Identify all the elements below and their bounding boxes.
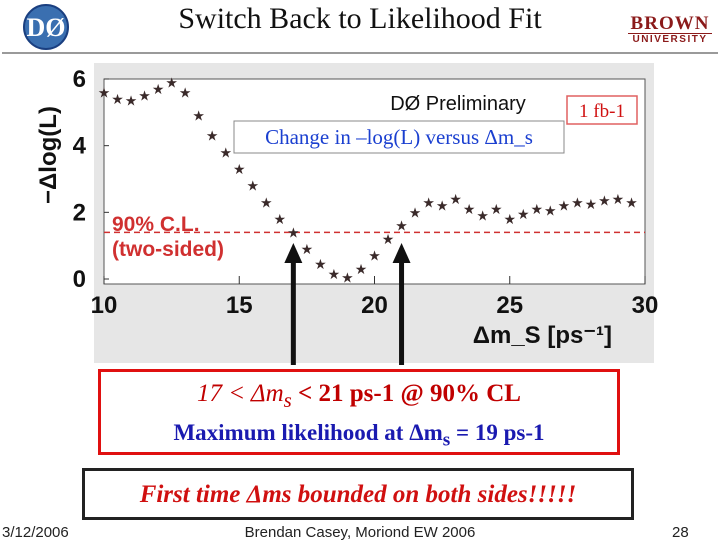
y-tick-label: 0 xyxy=(73,266,86,293)
luminosity-box xyxy=(566,95,638,125)
cl-arrow-head xyxy=(284,243,303,263)
data-point: ★ xyxy=(544,204,557,220)
slide-title: Switch Back to Likelihood Fit xyxy=(178,2,542,35)
x-tick-label: 20 xyxy=(361,292,388,319)
x-tick-label: 30 xyxy=(632,292,659,319)
data-point: ★ xyxy=(152,82,165,98)
d0-logo: DØ xyxy=(2,2,90,52)
bounded-callout-box: First time Δms bounded on both sides!!!!… xyxy=(82,468,634,520)
chart-title-box xyxy=(233,120,565,154)
d0-logo-text: DØ xyxy=(27,13,66,42)
max-likelihood-text: Maximum likelihood at Δms = 19 ps-1 xyxy=(173,420,545,451)
cl-callout-box: 17 < Δms < 21 ps-1 @ 90% CL Maximum like… xyxy=(98,369,620,455)
series-points-group: ★ ★ ★ ★ ★ ★★★★★★★★★★★★★ ★★★★★★★ ★ ★★ ★ ★★ ★ ★ ★ ★ ★ ★ ★ ★ ★ xyxy=(98,75,638,286)
y-tick-label: 6 xyxy=(73,66,86,93)
likelihood-chart: ★ ★ ★ ★ ★ ★★★★★★★★★★★★★ ★★★★★★★ ★ ★★ ★ ★★ ★ ★ ★ ★ ★ ★ ★ ★ ★… xyxy=(35,63,659,365)
preliminary-label: DØ Preliminary xyxy=(390,93,526,115)
data-point: ★ xyxy=(233,162,246,178)
data-point: ★ xyxy=(558,199,571,215)
footer-author: Brendan Casey, Moriond EW 2006 xyxy=(244,524,476,541)
data-point: ★ xyxy=(625,195,638,211)
data-point: ★ xyxy=(395,219,408,235)
data-point: ★ xyxy=(260,195,273,211)
data-point: ★ xyxy=(422,195,435,211)
title-divider xyxy=(2,52,718,54)
data-point: ★ xyxy=(531,202,544,218)
data-point: ★ xyxy=(287,225,300,241)
data-point: ★ xyxy=(138,89,151,105)
data-point: ★ xyxy=(436,199,449,215)
data-point: ★ xyxy=(517,207,530,223)
y-tick-label: 2 xyxy=(73,199,86,226)
brown-logo-line2: UNIVERSITY xyxy=(628,33,712,45)
data-point: ★ xyxy=(612,192,625,208)
data-point: ★ xyxy=(341,270,354,286)
data-point: ★ xyxy=(368,249,381,265)
y-axis-label: −Δlog(L) xyxy=(35,106,62,204)
data-point: ★ xyxy=(192,109,205,125)
data-point: ★ xyxy=(98,85,111,101)
tick-marks-group: 10 15 20 25 30 0 2 4 6 xyxy=(73,66,659,319)
cl-arrow-head xyxy=(392,243,411,263)
data-point: ★ xyxy=(463,202,476,218)
data-point: ★ xyxy=(274,212,287,228)
x-tick-label: 15 xyxy=(226,292,253,319)
chart-title: Change in –log(L) versus Δm_s xyxy=(265,125,533,149)
y-tick-label: 4 xyxy=(73,133,87,160)
preliminary-box xyxy=(372,89,544,117)
data-point: ★ xyxy=(301,242,314,258)
data-point: ★ xyxy=(125,94,138,110)
footer-page-number: 28 xyxy=(672,524,689,541)
data-point: ★ xyxy=(571,195,584,211)
data-point: ★ xyxy=(490,202,503,218)
footer-date: 3/12/2006 xyxy=(2,524,69,541)
data-point: ★ xyxy=(585,197,598,213)
cl-arrows-group xyxy=(284,243,411,365)
brown-university-logo: BROWN UNIVERSITY xyxy=(622,14,718,48)
data-point: ★ xyxy=(382,232,395,248)
cl-sublabel: (two-sided) xyxy=(112,238,224,261)
data-point: ★ xyxy=(503,212,516,228)
cl-label: 90% C.L. xyxy=(112,213,200,236)
data-point: ★ xyxy=(598,194,611,210)
data-point: ★ xyxy=(409,205,422,221)
data-point: ★ xyxy=(246,179,259,195)
luminosity-label: 1 fb-1 xyxy=(579,101,625,122)
data-point: ★ xyxy=(328,267,341,283)
cl-range-text: 17 < Δms < 21 ps-1 @ 90% CL xyxy=(197,380,521,412)
x-tick-label: 25 xyxy=(496,292,523,319)
data-point: ★ xyxy=(314,257,327,273)
data-point: ★ xyxy=(206,129,219,145)
data-point: ★ xyxy=(355,262,368,278)
data-point: ★ xyxy=(111,92,124,108)
bounded-text: First time Δms bounded on both sides!!!!… xyxy=(139,481,577,508)
data-point: ★ xyxy=(179,85,192,101)
data-point: ★ xyxy=(219,145,232,161)
x-tick-label: 10 xyxy=(91,292,118,319)
data-point: ★ xyxy=(476,209,489,225)
x-axis-label: Δm_S [ps⁻¹] xyxy=(473,322,612,349)
data-point: ★ xyxy=(449,192,462,208)
brown-logo-line1: BROWN xyxy=(630,13,710,34)
data-point: ★ xyxy=(165,75,178,91)
